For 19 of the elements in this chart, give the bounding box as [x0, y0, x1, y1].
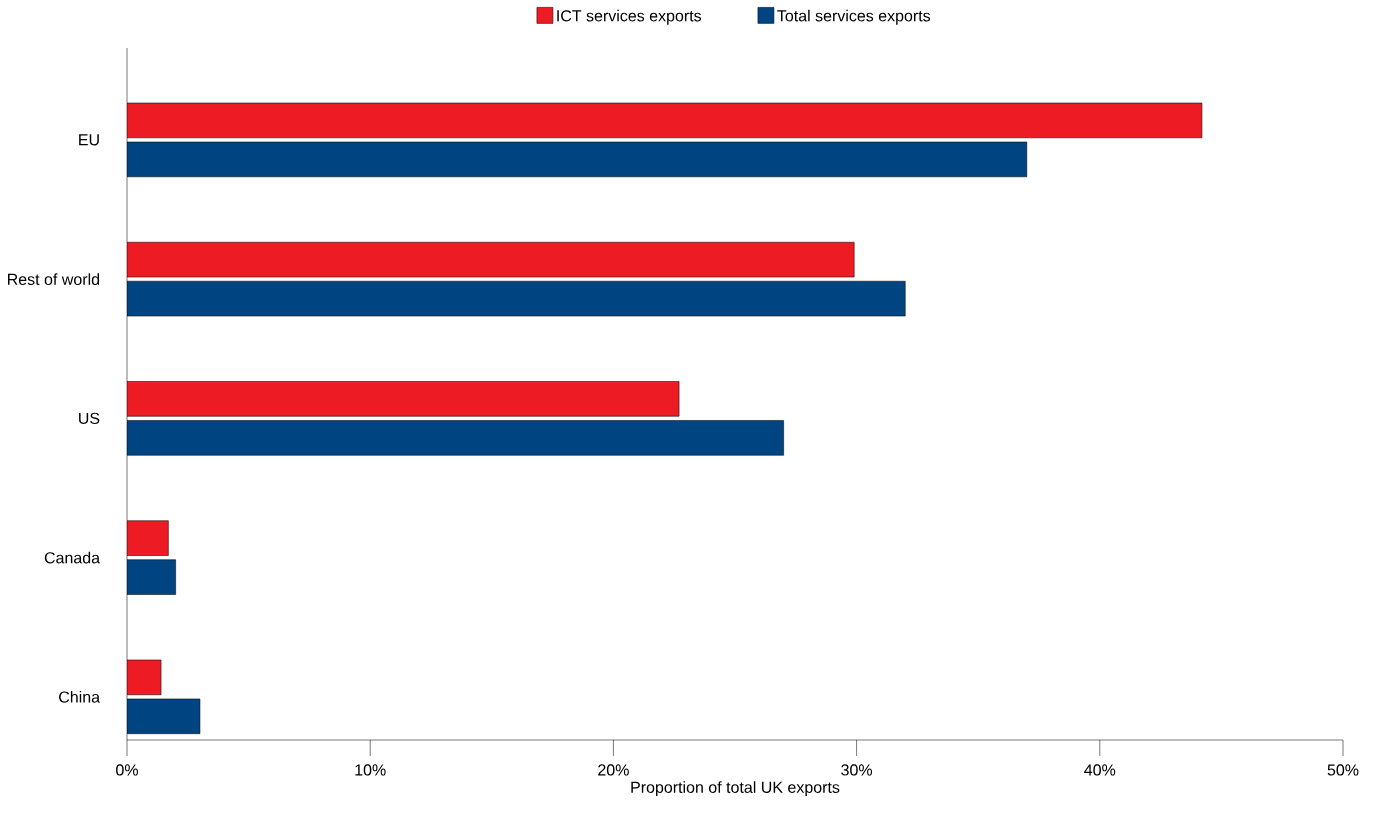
x-axis-title: Proportion of total UK exports: [631, 781, 840, 797]
x-tick-label: 50%: [1327, 764, 1359, 776]
bar: [127, 141, 1028, 178]
legend-label: Total services exports: [777, 9, 931, 25]
x-tick-label: 10%: [355, 764, 386, 776]
y-tick-label: Rest of world: [8, 273, 100, 285]
x-tick-label: 0%: [116, 764, 138, 776]
x-tick-label: 40%: [1084, 764, 1116, 776]
legend-label: ICT services exports: [557, 9, 702, 25]
x-tick-label: 20%: [598, 764, 629, 776]
y-tick-label: China: [59, 690, 101, 703]
y-tick-label: EU: [79, 134, 99, 146]
bar: [127, 559, 176, 595]
bar: [127, 698, 201, 735]
bar: [127, 280, 906, 317]
bar: [127, 420, 784, 456]
x-tick-label: 30%: [841, 764, 873, 776]
y-tick-label: Canada: [44, 551, 101, 564]
y-tick-label: US: [79, 412, 100, 425]
